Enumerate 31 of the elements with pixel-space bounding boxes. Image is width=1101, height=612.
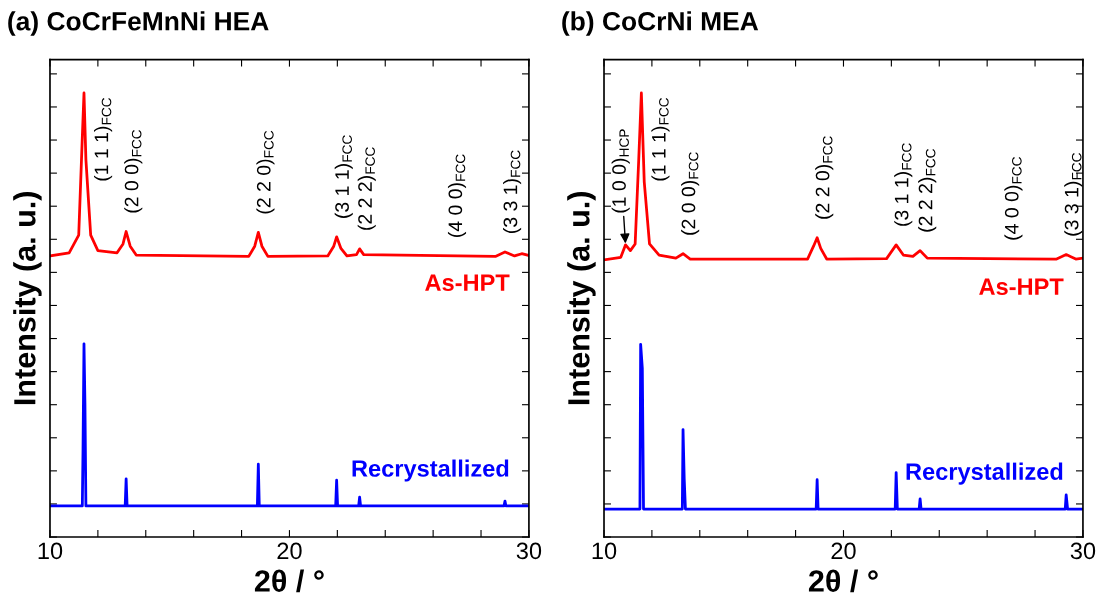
annotation: (2 2 0)$_{FCC}$	[815, 136, 834, 219]
x-tick-label: 30	[1070, 542, 1096, 560]
annotation: (1 1 1)$_{FCC}$	[94, 97, 113, 181]
x-tick-label: 30	[516, 542, 542, 560]
annotation: (2 0 0)$_{FCC}$	[681, 152, 700, 235]
annotation: (2 0 0)$_{FCC}$	[124, 129, 143, 213]
series-label: As-HPT	[979, 278, 1064, 296]
annotation: (3 3 1)$_{FCC}$	[503, 150, 522, 233]
x-tick-label: 10	[38, 542, 63, 560]
x-tick-label: 20	[831, 542, 856, 560]
chart-title: (b) CoCrNi MEA	[562, 11, 759, 36]
x-axis-title: 2θ / °	[808, 569, 878, 593]
x-tick-label: 10	[592, 542, 617, 560]
annotation: (4 0 0)$_{FCC}$	[1004, 157, 1023, 240]
series-label: Recrystallized	[906, 462, 1063, 485]
annotation: (3 3 1)$_{FCC}$	[1064, 153, 1083, 236]
annotation: (2 2 2)$_{FCC}$	[357, 147, 376, 230]
chart-title: (a) CoCrFeMnNi HEA	[8, 11, 269, 36]
y-axis-title: Intensity (a. u.)	[567, 192, 596, 405]
annotation: (3 1 1)$_{FCC}$	[334, 135, 353, 218]
y-axis-title: Intensity (a. u.)	[13, 192, 42, 405]
x-axis-title: 2θ / °	[254, 569, 324, 593]
series-label: Recrystallized	[352, 459, 509, 482]
series-label: As-HPT	[425, 274, 510, 292]
annotation: (1 1 1)$_{FCC}$	[651, 97, 670, 181]
annotation: (1 0 0)$_{HCP}$	[611, 129, 630, 213]
annotation: (4 0 0)$_{FCC}$	[447, 154, 467, 237]
annotation: (2 2 0)$_{FCC}$	[256, 130, 275, 214]
x-tick-label: 20	[277, 542, 302, 560]
annotation: (2 2 2)$_{FCC}$	[918, 149, 937, 232]
annotation: (3 1 1)$_{FCC}$	[894, 143, 913, 226]
